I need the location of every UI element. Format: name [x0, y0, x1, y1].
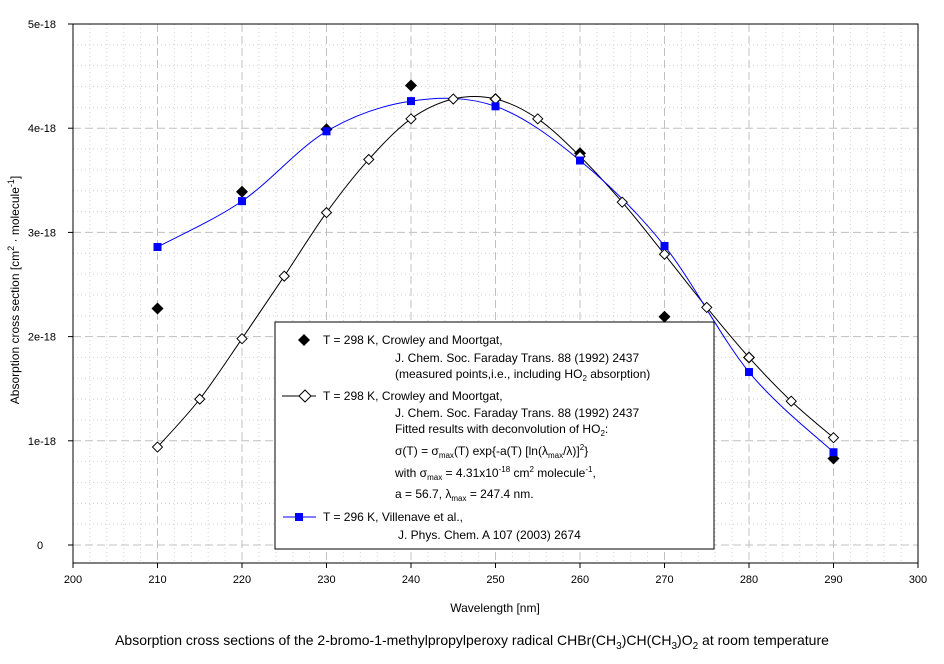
- x-tick-label: 260: [571, 574, 589, 586]
- x-tick-label: 230: [317, 574, 335, 586]
- legend-entry-1-line-1: T = 298 K, Crowley and Moortgat,: [323, 333, 503, 347]
- data-point-filled-diamond: [658, 310, 671, 323]
- data-point-filled-diamond: [151, 302, 164, 315]
- series-markers: [151, 79, 840, 465]
- data-point-open-diamond: [236, 332, 248, 345]
- y-tick-label: 0: [37, 540, 43, 552]
- data-point-filled-diamond: [405, 79, 417, 92]
- data-point-open-diamond: [405, 113, 417, 125]
- axis-ticks: 200 210 220 230 240 250 260 270 280 290 300 0 1e-18 2…: [28, 19, 927, 586]
- grid: [73, 24, 918, 563]
- data-point-open-diamond: [743, 351, 755, 364]
- data-point-open-diamond: [363, 153, 375, 166]
- x-tick-label: 240: [402, 574, 420, 586]
- legend-params: a = 56.7, λmax = 247.4 nm.: [395, 487, 534, 503]
- data-point-open-diamond: [616, 196, 628, 208]
- data-point-open-diamond: [151, 441, 164, 453]
- y-axis-label: Absorption cross section [cm2 · molecule…: [6, 176, 22, 404]
- legend-entry-1-line-3: (measured points,i.e., including HO2 abs…: [395, 367, 650, 383]
- data-point-square: [238, 197, 246, 206]
- legend-entry-3-line-1: T = 296 K, Villenave et al.,: [323, 510, 463, 524]
- x-tick-label: 300: [909, 574, 927, 586]
- data-point-open-diamond: [827, 431, 840, 444]
- series-line: [157, 97, 834, 453]
- legend-entry-3-line-2: J. Phys. Chem. A 107 (2003) 2674: [398, 528, 581, 542]
- legend: T = 298 K, Crowley and Moortgat, J. Chem…: [274, 321, 715, 550]
- y-tick-label: 4e-18: [28, 123, 56, 135]
- x-tick-label: 200: [64, 574, 82, 586]
- data-point-open-diamond: [320, 206, 333, 219]
- x-tick-label: 220: [233, 574, 251, 586]
- data-point-square: [576, 156, 584, 165]
- y-tick-label: 3e-18: [28, 227, 56, 239]
- y-tick-label: 1e-18: [28, 436, 56, 448]
- legend-formula: σ(T) = σmax(T) exp{-a(T) [ln(λmax/λ)]2}: [395, 443, 588, 460]
- chart-title: Absorption cross sections of the 2-bromo…: [115, 632, 829, 652]
- legend-box: [274, 321, 715, 550]
- x-tick-label: 270: [655, 574, 673, 586]
- data-point-square: [407, 97, 415, 106]
- y-tick-label: 2e-18: [28, 332, 56, 344]
- data-point-square: [491, 102, 500, 111]
- x-tick-label: 280: [740, 574, 758, 586]
- y-tick-label: 5e-18: [28, 19, 56, 31]
- legend-marker-open-diamond: [298, 389, 312, 403]
- legend-entry-1-line-2: J. Chem. Soc. Faraday Trans. 88 (1992) 2…: [395, 351, 639, 365]
- data-point-filled-diamond: [236, 185, 248, 198]
- data-point-square: [829, 448, 838, 457]
- data-point-open-diamond: [532, 113, 544, 125]
- legend-marker-filled-diamond: [298, 334, 310, 346]
- data-point-open-diamond: [194, 393, 206, 405]
- x-tick-label: 250: [486, 574, 504, 586]
- legend-entry-2-line-2: J. Chem. Soc. Faraday Trans. 88 (1992) 2…: [395, 406, 639, 420]
- x-tick-label: 290: [824, 574, 842, 586]
- data-point-square: [745, 368, 753, 377]
- data-point-open-diamond: [278, 270, 290, 282]
- legend-marker-square: [295, 513, 303, 521]
- data-point-square: [660, 241, 669, 250]
- data-point-open-diamond: [785, 395, 797, 407]
- legend-entry-2-line-3: Fitted results with deconvolution of HO2…: [395, 422, 608, 438]
- x-axis-label: Wavelength [nm]: [450, 601, 540, 615]
- legend-sigma-max: with σmax = 4.31x10-18 cm2 molecule-1,: [394, 465, 596, 482]
- data-point-open-diamond: [701, 301, 713, 314]
- data-point-open-diamond: [658, 248, 671, 260]
- legend-entry-2-line-1: T = 298 K, Crowley and Moortgat,: [323, 389, 503, 403]
- data-point-square: [153, 242, 162, 251]
- data-point-square: [322, 127, 331, 136]
- x-tick-label: 210: [148, 574, 166, 586]
- data-point-open-diamond: [447, 93, 459, 105]
